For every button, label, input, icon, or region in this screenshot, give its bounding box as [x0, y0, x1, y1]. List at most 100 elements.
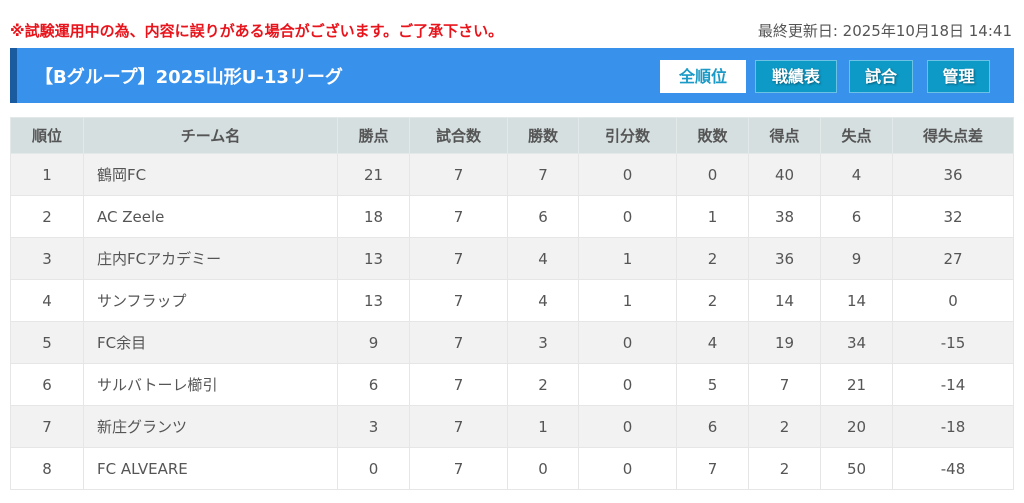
table-cell: 6	[507, 195, 579, 238]
table-cell: 36	[892, 153, 1014, 196]
column-header: 試合数	[409, 117, 508, 154]
table-row: 5 FC余目 9 7 3 0 4 19 34 -15	[10, 321, 1014, 364]
table-cell: 18	[337, 195, 410, 238]
team-name-cell: AC Zeele	[83, 195, 338, 238]
admin-button[interactable]: 管理	[927, 60, 990, 93]
table-cell: 3	[507, 321, 579, 364]
table-cell: 19	[748, 321, 821, 364]
table-cell: 7	[409, 195, 508, 238]
column-header: 勝点	[337, 117, 410, 154]
table-cell: 0	[892, 279, 1014, 322]
table-cell: 0	[578, 363, 677, 406]
table-cell: 7	[409, 447, 508, 490]
table-cell: 0	[578, 405, 677, 448]
table-cell: 14	[820, 279, 893, 322]
table-row: 7 新庄グランツ 3 7 1 0 6 2 20 -18	[10, 405, 1014, 448]
table-cell: -14	[892, 363, 1014, 406]
table-cell: 7	[507, 153, 579, 196]
table-cell: 4	[507, 237, 579, 280]
table-cell: 34	[820, 321, 893, 364]
table-row: 4 サンフラップ 13 7 4 1 2 14 14 0	[10, 279, 1014, 322]
table-row: 2 AC Zeele 18 7 6 0 1 38 6 32	[10, 195, 1014, 238]
column-header: 引分数	[578, 117, 677, 154]
team-name-cell: 新庄グランツ	[83, 405, 338, 448]
column-header: 失点	[820, 117, 893, 154]
table-cell: 40	[748, 153, 821, 196]
team-name-cell: サルバトーレ櫛引	[83, 363, 338, 406]
table-cell: 27	[892, 237, 1014, 280]
table-cell: 2	[748, 447, 821, 490]
table-cell: -18	[892, 405, 1014, 448]
all-standings-button[interactable]: 全順位	[660, 60, 746, 93]
table-cell: 4	[507, 279, 579, 322]
table-cell: 7	[676, 447, 749, 490]
last-updated: 最終更新日: 2025年10月18日 14:41	[757, 22, 1012, 40]
table-row: 8 FC ALVEARE 0 7 0 0 7 2 50 -48	[10, 447, 1014, 490]
column-header: 得失点差	[892, 117, 1014, 154]
table-cell: 5	[676, 363, 749, 406]
table-cell: 1	[10, 153, 84, 196]
table-cell: 38	[748, 195, 821, 238]
table-cell: 3	[337, 405, 410, 448]
table-cell: 6	[820, 195, 893, 238]
trial-notice: ※試験運用中の為、内容に誤りがある場合がございます。ご了承下さい。	[10, 22, 504, 40]
table-cell: 2	[10, 195, 84, 238]
table-cell: 7	[409, 363, 508, 406]
team-name-cell: サンフラップ	[83, 279, 338, 322]
team-name-cell: 庄内FCアカデミー	[83, 237, 338, 280]
table-cell: 5	[10, 321, 84, 364]
table-cell: 4	[676, 321, 749, 364]
table-cell: 0	[507, 447, 579, 490]
table-row: 3 庄内FCアカデミー 13 7 4 1 2 36 9 27	[10, 237, 1014, 280]
table-cell: 6	[337, 363, 410, 406]
column-header: チーム名	[83, 117, 338, 154]
table-cell: 3	[10, 237, 84, 280]
team-name-cell: 鶴岡FC	[83, 153, 338, 196]
table-row: 1 鶴岡FC 21 7 7 0 0 40 4 36	[10, 153, 1014, 196]
league-header: 【Bグループ】2025山形U-13リーグ 全順位 戦績表 試合 管理	[10, 48, 1014, 103]
table-cell: 2	[676, 279, 749, 322]
team-name-cell: FC ALVEARE	[83, 447, 338, 490]
table-cell: 4	[820, 153, 893, 196]
table-cell: -15	[892, 321, 1014, 364]
column-header: 勝数	[507, 117, 579, 154]
standings-table: 順位 チーム名 勝点 試合数 勝数 引分数 敗数 得点 失点 得失点差 1 鶴岡FC 21 7 7 0 0 40…	[10, 117, 1014, 490]
table-cell: 20	[820, 405, 893, 448]
table-cell: 8	[10, 447, 84, 490]
column-header: 順位	[10, 117, 84, 154]
table-cell: 7	[409, 153, 508, 196]
results-table-button[interactable]: 戦績表	[755, 60, 837, 93]
table-cell: 0	[578, 153, 677, 196]
table-row: 6 サルバトーレ櫛引 6 7 2 0 5 7 21 -14	[10, 363, 1014, 406]
column-header: 得点	[748, 117, 821, 154]
table-cell: 4	[10, 279, 84, 322]
table-cell: 13	[337, 279, 410, 322]
table-cell: 7	[748, 363, 821, 406]
table-cell: 36	[748, 237, 821, 280]
team-name-cell: FC余目	[83, 321, 338, 364]
matches-button[interactable]: 試合	[849, 60, 913, 93]
table-cell: 9	[337, 321, 410, 364]
table-cell: 7	[409, 321, 508, 364]
table-cell: 21	[337, 153, 410, 196]
table-cell: 7	[10, 405, 84, 448]
table-cell: 7	[409, 237, 508, 280]
table-cell: 9	[820, 237, 893, 280]
column-header: 敗数	[676, 117, 749, 154]
table-cell: 2	[507, 363, 579, 406]
table-cell: 0	[337, 447, 410, 490]
table-cell: 7	[409, 405, 508, 448]
table-cell: 21	[820, 363, 893, 406]
table-cell: 6	[10, 363, 84, 406]
table-cell: 1	[578, 279, 677, 322]
table-cell: 0	[676, 153, 749, 196]
table-cell: 0	[578, 321, 677, 364]
table-cell: 0	[578, 447, 677, 490]
table-cell: 0	[578, 195, 677, 238]
table-cell: 13	[337, 237, 410, 280]
table-cell: 1	[578, 237, 677, 280]
page-title: 【Bグループ】2025山形U-13リーグ	[35, 67, 343, 88]
table-cell: 14	[748, 279, 821, 322]
table-cell: 50	[820, 447, 893, 490]
table-cell: 32	[892, 195, 1014, 238]
